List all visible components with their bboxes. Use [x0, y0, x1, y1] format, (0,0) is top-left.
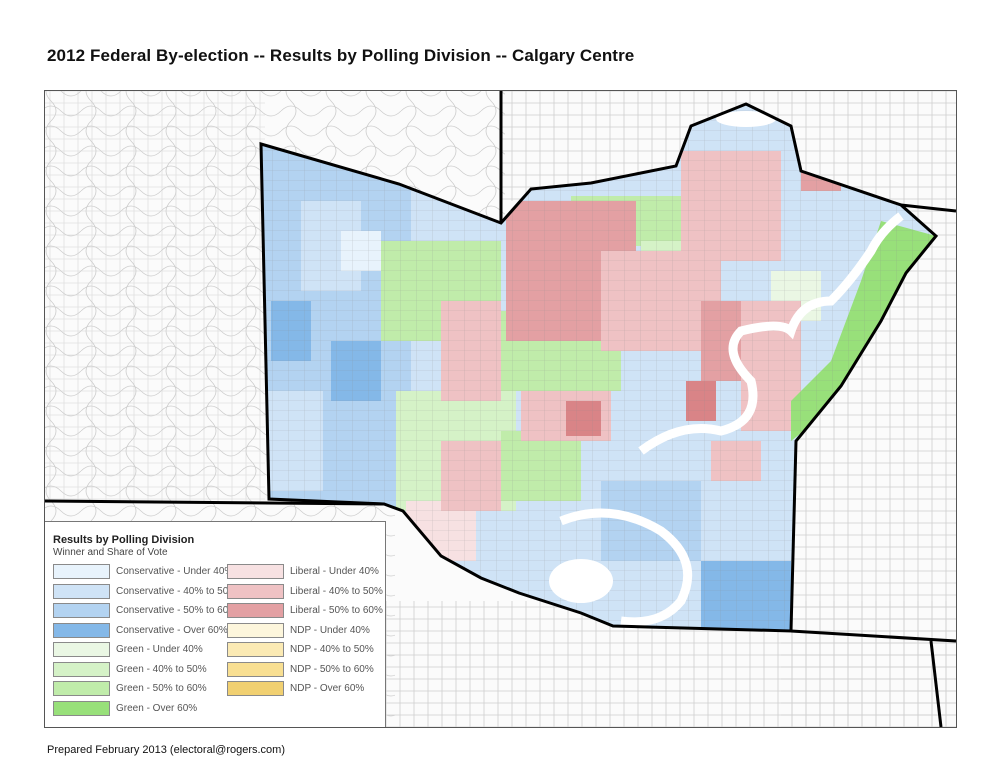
legend-swatch	[53, 681, 110, 697]
legend-item: Green - Under 40%	[53, 640, 237, 660]
legend-label: Liberal - 40% to 50%	[290, 585, 383, 597]
legend-swatch	[53, 564, 110, 580]
riding-boundary	[259, 102, 939, 633]
legend-label: Conservative - Under 40%	[116, 566, 234, 578]
legend-swatch	[227, 681, 284, 697]
legend-item: NDP - 50% to 60%	[227, 660, 383, 680]
footer-credit: Prepared February 2013 (electoral@rogers…	[47, 744, 285, 756]
legend-item: Conservative - 40% to 50%	[53, 582, 237, 602]
legend-item: Green - 40% to 50%	[53, 660, 237, 680]
legend-item: Green - Over 60%	[53, 699, 237, 719]
legend-label: NDP - 40% to 50%	[290, 644, 374, 656]
map-title: 2012 Federal By-election -- Results by P…	[47, 46, 635, 65]
legend-subtitle: Winner and Share of Vote	[53, 547, 168, 558]
legend-swatch	[227, 622, 284, 638]
legend-title: Results by Polling Division	[53, 534, 195, 546]
legend-label: NDP - Over 60%	[290, 683, 365, 695]
map-legend: Results by Polling Division Winner and S…	[45, 521, 386, 727]
legend-label: Conservative - 50% to 60%	[116, 605, 238, 617]
legend-swatch	[53, 622, 110, 638]
legend-swatch	[227, 642, 284, 658]
legend-label: NDP - 50% to 60%	[290, 663, 374, 675]
legend-swatch	[227, 661, 284, 677]
legend-item: Conservative - Under 40%	[53, 562, 237, 582]
legend-label: NDP - Under 40%	[290, 624, 370, 636]
legend-item: Conservative - Over 60%	[53, 621, 237, 641]
legend-item: Liberal - Under 40%	[227, 562, 383, 582]
legend-label: Green - 50% to 60%	[116, 683, 207, 695]
legend-swatch	[53, 661, 110, 677]
legend-column-left: Conservative - Under 40% Conservative - 4…	[53, 562, 237, 718]
legend-swatch	[53, 700, 110, 716]
legend-swatch	[53, 603, 110, 619]
legend-label: Liberal - 50% to 60%	[290, 605, 383, 617]
legend-label: Liberal - Under 40%	[290, 566, 379, 578]
legend-item: Green - 50% to 60%	[53, 679, 237, 699]
legend-item: Conservative - 50% to 60%	[53, 601, 237, 621]
legend-swatch	[227, 583, 284, 599]
legend-column-right: Liberal - Under 40% Liberal - 40% to 50% L…	[227, 562, 383, 699]
legend-item: NDP - Over 60%	[227, 679, 383, 699]
map-area[interactable]: Results by Polling Division Winner and S…	[44, 90, 957, 728]
legend-item: NDP - Under 40%	[227, 621, 383, 641]
legend-item: NDP - 40% to 50%	[227, 640, 383, 660]
legend-swatch	[227, 564, 284, 580]
legend-label: Conservative - 40% to 50%	[116, 585, 238, 597]
legend-swatch	[53, 583, 110, 599]
legend-label: Green - Under 40%	[116, 644, 203, 656]
legend-swatch	[227, 603, 284, 619]
legend-item: Liberal - 50% to 60%	[227, 601, 383, 621]
legend-label: Conservative - Over 60%	[116, 624, 228, 636]
legend-label: Green - Over 60%	[116, 702, 198, 714]
legend-item: Liberal - 40% to 50%	[227, 582, 383, 602]
legend-swatch	[53, 642, 110, 658]
legend-label: Green - 40% to 50%	[116, 663, 207, 675]
